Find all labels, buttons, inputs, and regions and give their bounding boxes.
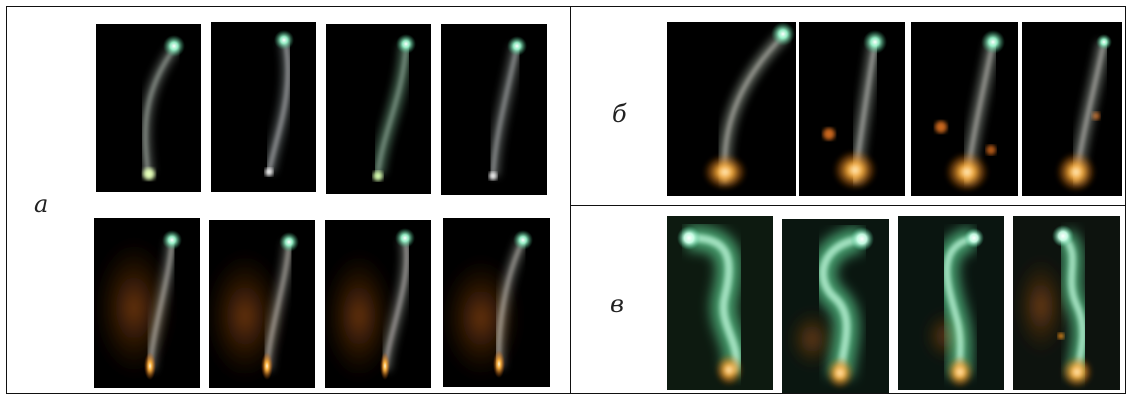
photo-a-bottom-1 (94, 218, 200, 388)
photo-v-4 (1013, 216, 1120, 390)
panel-label-v: в (610, 290, 624, 318)
photo-a-top-4 (441, 24, 547, 195)
photo-b-1 (667, 22, 796, 196)
photo-a-bottom-3 (325, 220, 431, 388)
photo-a-top-3 (326, 24, 431, 194)
photo-v-2 (782, 219, 889, 393)
photo-b-2 (799, 22, 905, 196)
photo-v-1 (667, 216, 773, 390)
panel-label-a: а (34, 190, 49, 218)
photo-b-4 (1022, 22, 1122, 196)
horizontal-divider (570, 205, 1126, 206)
photo-a-bottom-2 (209, 220, 315, 388)
photo-v-3 (898, 216, 1004, 390)
photo-a-top-2 (211, 22, 316, 192)
panel-label-b: б (612, 100, 627, 128)
vertical-divider (570, 6, 571, 394)
photo-a-top-1 (96, 24, 201, 192)
photo-b-3 (911, 22, 1018, 196)
figure-frame (6, 6, 1126, 394)
photo-a-bottom-4 (443, 218, 550, 387)
